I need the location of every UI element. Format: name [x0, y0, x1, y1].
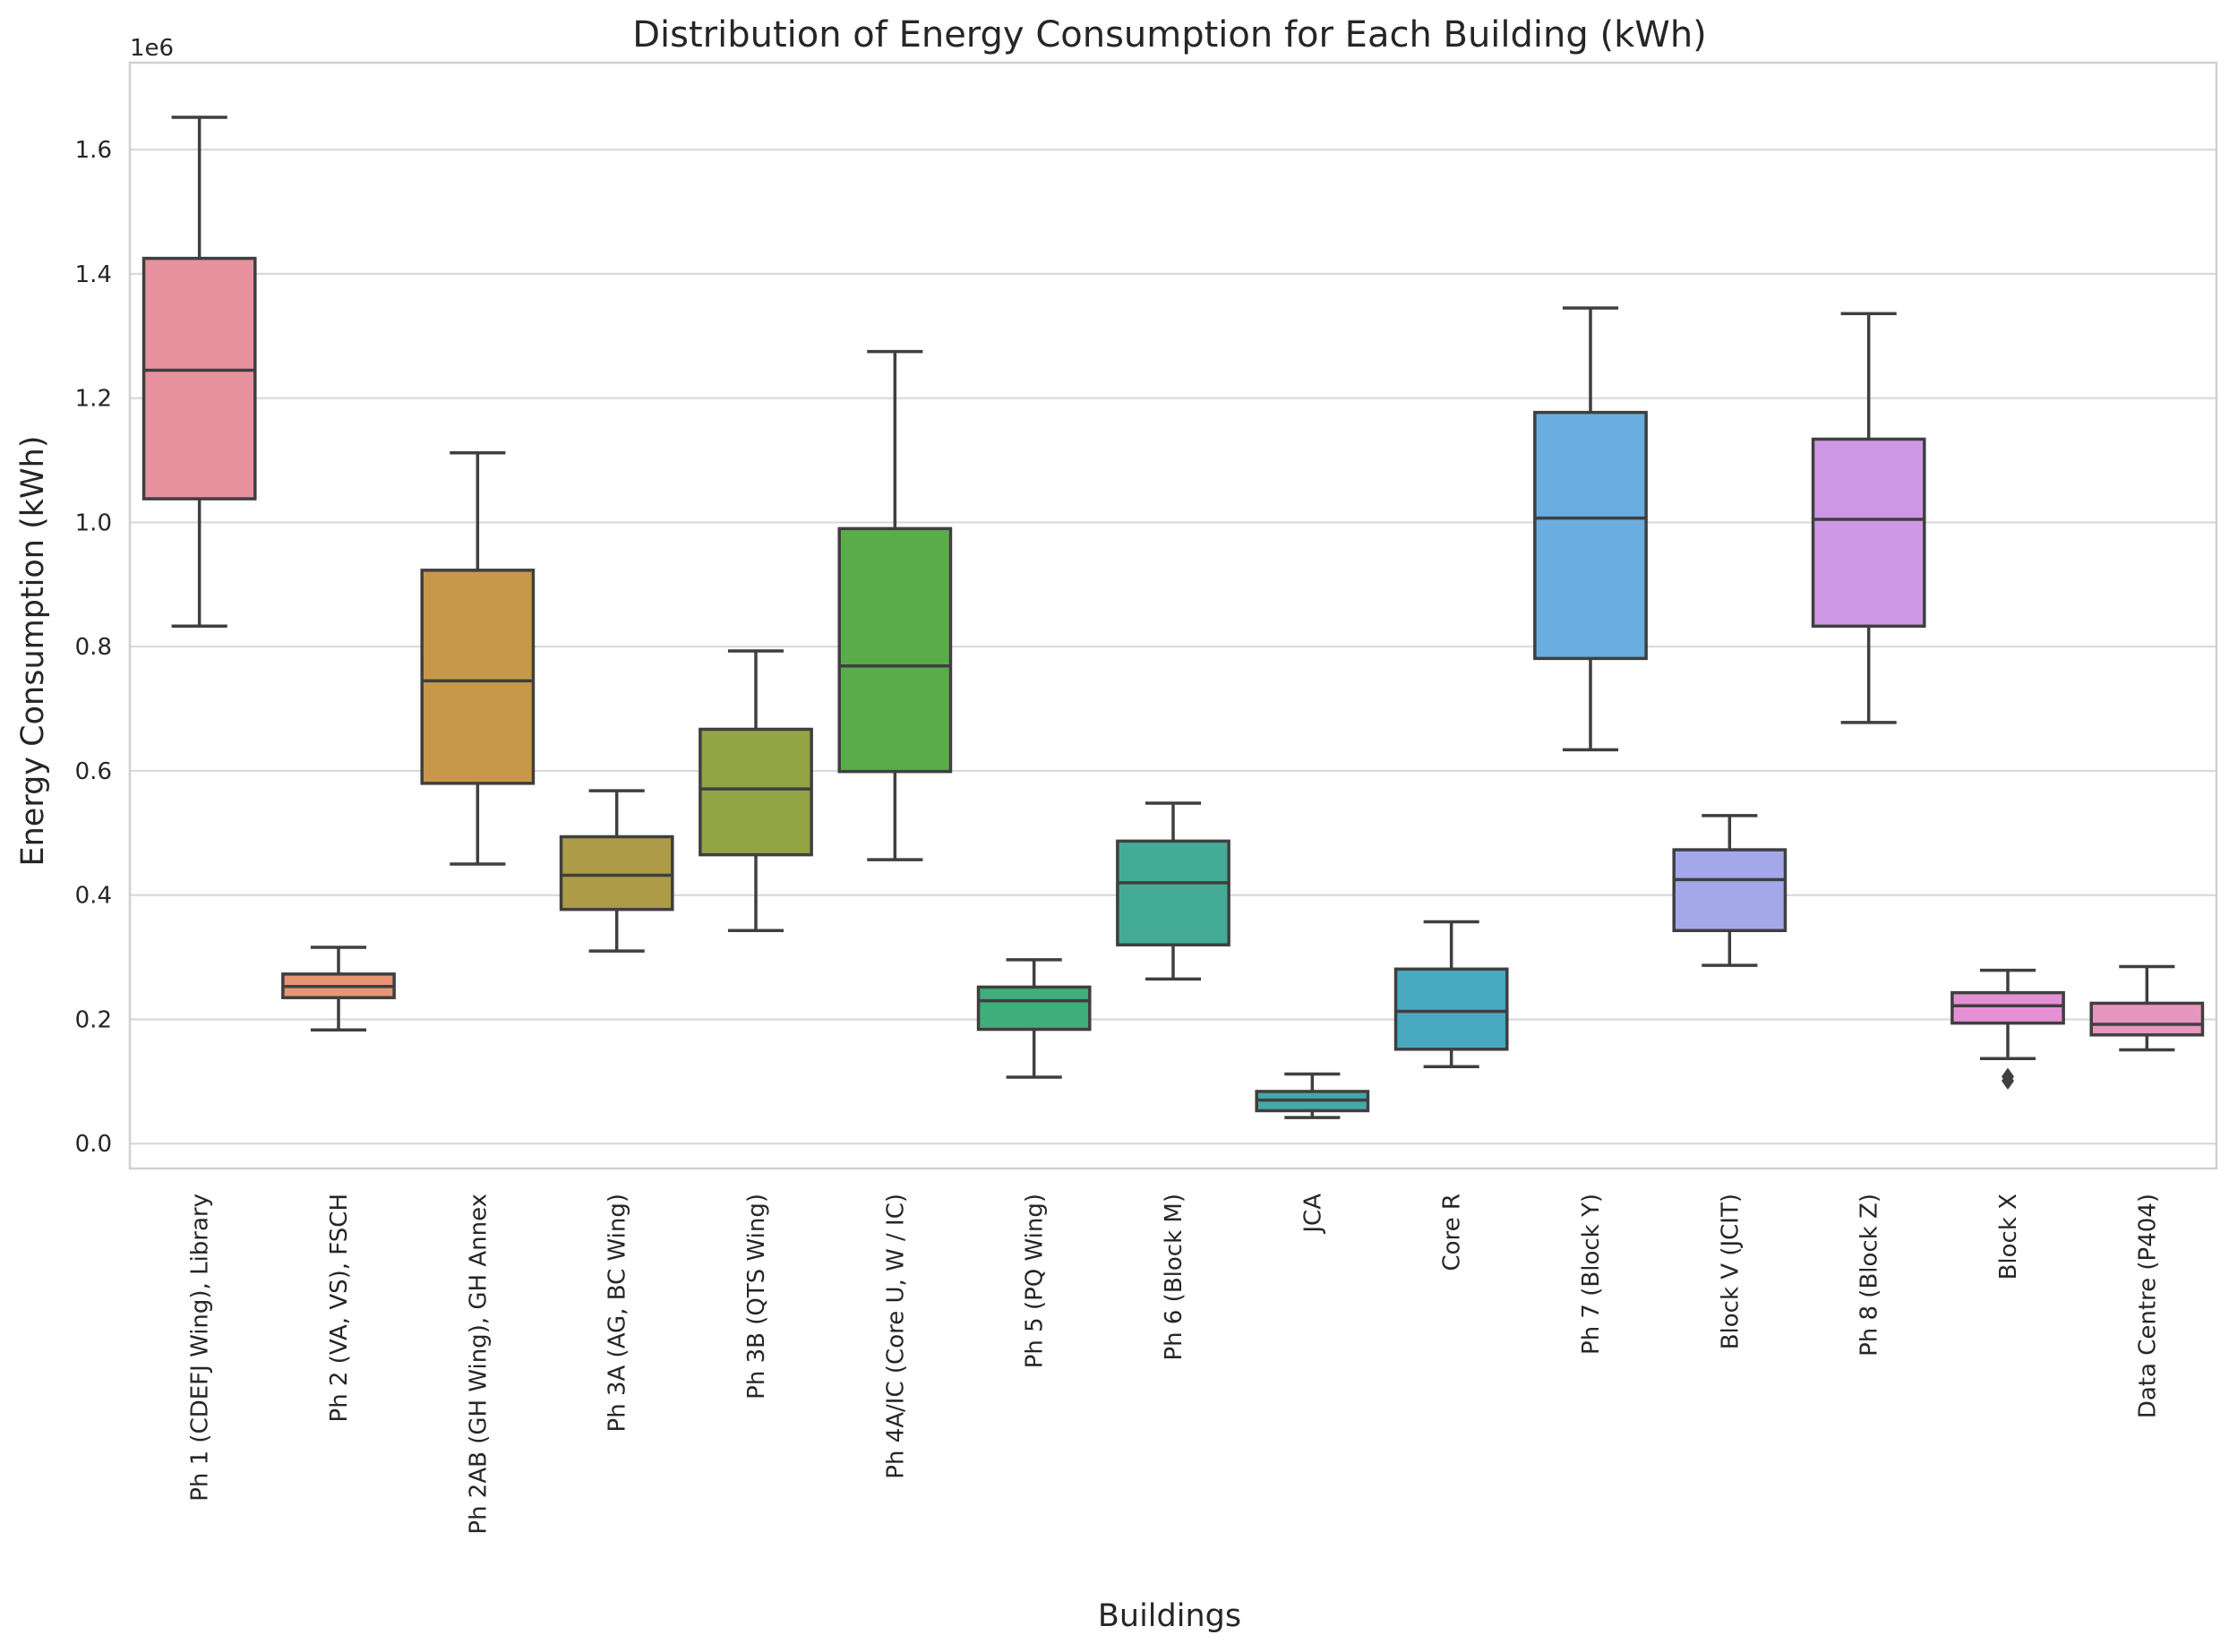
- x-tick-label: Ph 7 (Block Y): [1578, 1194, 1605, 1355]
- box-1: [141, 116, 257, 629]
- iqr-box: [976, 985, 1092, 1031]
- y-tick-label: 0.4: [75, 883, 112, 910]
- y-tick-label: 0.2: [75, 1006, 112, 1033]
- iqr-box: [559, 835, 674, 912]
- iqr-box: [1116, 839, 1230, 946]
- iqr-box: [1811, 437, 1926, 629]
- chart-title: Distribution of Energy Consumption for E…: [632, 14, 1707, 56]
- x-tick-label: Ph 2AB (GH Wing), GH Annex: [465, 1194, 492, 1535]
- y-axis-label: Energy Consumption (kWh): [15, 436, 51, 867]
- x-tick-label: Ph 4A/IC (Core U, W / IC): [882, 1194, 909, 1479]
- box-5: [699, 649, 813, 933]
- box-8: [1116, 801, 1230, 981]
- y-tick-label: 0.0: [75, 1131, 112, 1158]
- box-15: [2089, 964, 2205, 1052]
- iqr-box: [1672, 848, 1787, 933]
- y-tick-label: 1.4: [75, 261, 112, 288]
- y-axis-ticks: 0.0 0.2 0.4 0.6 0.8 1.0 1.2 1.4 1.6: [75, 137, 112, 1158]
- iqr-box: [420, 569, 536, 785]
- x-tick-label: Block X: [1995, 1194, 2022, 1280]
- x-tick-label: Ph 5 (PQ Wing): [1022, 1194, 1049, 1368]
- box-12: [1672, 814, 1787, 967]
- box-11: [1533, 306, 1648, 752]
- x-axis-ticks: Ph 1 (CDEFJ Wing), Library Ph 2 (VA, VS),…: [187, 1194, 2162, 1535]
- y-tick-label: 1.2: [75, 386, 112, 413]
- iqr-box: [699, 727, 813, 857]
- box-2: [281, 946, 396, 1032]
- x-tick-label: Ph 6 (Block M): [1161, 1194, 1187, 1361]
- box-14: [1950, 968, 2065, 1090]
- box-3: [420, 450, 536, 866]
- box-6: [837, 349, 953, 861]
- x-axis-label: Buildings: [1098, 1598, 1241, 1634]
- box-10: [1393, 920, 1509, 1068]
- y-tick-label: 0.8: [75, 634, 112, 661]
- y-tick-label: 1.6: [75, 137, 112, 164]
- box-13: [1811, 312, 1926, 724]
- iqr-box: [141, 256, 257, 501]
- iqr-box: [2089, 1001, 2205, 1037]
- outlier-point: [2002, 1072, 2014, 1090]
- x-tick-label: Ph 3B (QTS Wing): [743, 1194, 770, 1399]
- iqr-box: [837, 526, 953, 774]
- iqr-box: [1533, 410, 1648, 661]
- x-tick-label: Data Centre (P404): [2134, 1194, 2161, 1418]
- iqr-box: [1393, 967, 1509, 1051]
- y-tick-label: 1.0: [75, 509, 112, 536]
- x-tick-label: Ph 2 (VA, VS), FSCH: [326, 1194, 353, 1422]
- box-9: [1255, 1072, 1370, 1119]
- iqr-box: [1950, 990, 2065, 1025]
- plot-frame: [128, 61, 2218, 1170]
- box-4: [559, 789, 674, 953]
- x-tick-label: Ph 3A (AG, BC Wing): [604, 1194, 631, 1432]
- x-tick-label: Core R: [1439, 1194, 1466, 1271]
- x-tick-label: Ph 8 (Block Z): [1856, 1194, 1883, 1357]
- y-tick-label: 0.6: [75, 758, 112, 785]
- box-7: [976, 958, 1092, 1079]
- x-tick-label: Block V (JCIT): [1717, 1194, 1744, 1349]
- x-tick-label: JCA: [1299, 1194, 1326, 1235]
- x-tick-label: Ph 1 (CDEFJ Wing), Library: [187, 1194, 214, 1502]
- y-axis-exponent-label: 1e6: [130, 35, 174, 62]
- box-plots: [141, 116, 2205, 1119]
